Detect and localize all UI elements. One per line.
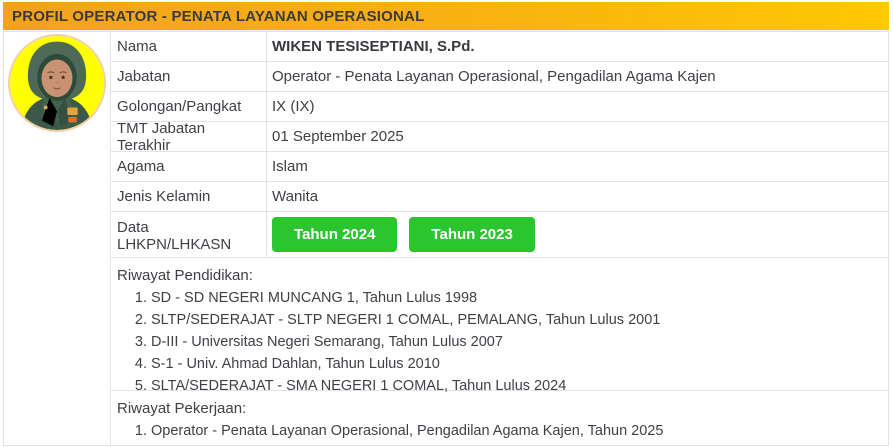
education-list-item: D-III - Universitas Negeri Semarang, Tah… <box>151 331 880 353</box>
lhkpn-tahun-2024-button[interactable]: Tahun 2024 <box>272 217 398 252</box>
field-label-lhkpn: Data LHKPN/LHKASN <box>111 212 267 257</box>
table-row-golongan: Golongan/Pangkat IX (IX) <box>111 92 888 122</box>
table-row-jenis-kelamin: Jenis Kelamin Wanita <box>111 182 888 212</box>
work-history-section: Riwayat Pekerjaan: Operator - Penata Lay… <box>111 391 888 445</box>
field-label-agama: Agama <box>111 152 267 181</box>
avatar-cell <box>4 32 111 445</box>
field-value-nama: WIKEN TESISEPTIANI, S.Pd. <box>272 38 475 55</box>
field-label-golongan: Golongan/Pangkat <box>111 92 267 121</box>
table-row-lhkpn: Data LHKPN/LHKASN Tahun 2024 Tahun 2023 <box>111 212 888 258</box>
page-header: PROFIL OPERATOR - PENATA LAYANAN OPERASI… <box>3 2 889 30</box>
field-value-golongan: IX (IX) <box>272 98 315 115</box>
field-value-agama: Islam <box>272 158 308 175</box>
field-label-jabatan: Jabatan <box>111 62 267 91</box>
field-value-tmt-jabatan: 01 September 2025 <box>272 128 404 145</box>
page-title: PROFIL OPERATOR - PENATA LAYANAN OPERASI… <box>12 7 425 25</box>
operator-photo-icon <box>10 36 104 130</box>
work-history-list-item: Operator - Penata Layanan Operasional, P… <box>151 420 880 442</box>
field-label-jenis-kelamin: Jenis Kelamin <box>111 182 267 211</box>
table-row-jabatan: Jabatan Operator - Penata Layanan Operas… <box>111 62 888 92</box>
work-history-section-title: Riwayat Pekerjaan: <box>117 400 247 417</box>
education-list-item: SLTA/SEDERAJAT - SMA NEGERI 1 COMAL, Tah… <box>151 375 880 397</box>
field-value-jabatan: Operator - Penata Layanan Operasional, P… <box>272 68 716 85</box>
lhkpn-buttons: Tahun 2024 Tahun 2023 <box>267 212 888 257</box>
education-section: Riwayat Pendidikan: SD - SD NEGERI MUNCA… <box>111 258 888 394</box>
profile-card: Nama WIKEN TESISEPTIANI, S.Pd. Jabatan O… <box>3 31 889 446</box>
profile-table: Nama WIKEN TESISEPTIANI, S.Pd. Jabatan O… <box>111 32 888 445</box>
work-history-list: Operator - Penata Layanan Operasional, P… <box>117 420 880 442</box>
table-row-agama: Agama Islam <box>111 152 888 182</box>
avatar <box>8 34 106 132</box>
field-label-nama: Nama <box>111 32 267 61</box>
education-list-item: S-1 - Univ. Ahmad Dahlan, Tahun Lulus 20… <box>151 353 880 375</box>
education-list: SD - SD NEGERI MUNCANG 1, Tahun Lulus 19… <box>117 287 880 397</box>
education-section-title: Riwayat Pendidikan: <box>117 267 253 284</box>
table-row-tmt-jabatan: TMT Jabatan Terakhir 01 September 2025 <box>111 120 888 154</box>
field-value-jenis-kelamin: Wanita <box>272 188 319 205</box>
table-row-nama: Nama WIKEN TESISEPTIANI, S.Pd. <box>111 32 888 62</box>
education-list-item: SLTP/SEDERAJAT - SLTP NEGERI 1 COMAL, PE… <box>151 309 880 331</box>
education-list-item: SD - SD NEGERI MUNCANG 1, Tahun Lulus 19… <box>151 287 880 309</box>
lhkpn-tahun-2023-button[interactable]: Tahun 2023 <box>409 217 535 252</box>
field-label-tmt-jabatan: TMT Jabatan Terakhir <box>111 120 267 154</box>
